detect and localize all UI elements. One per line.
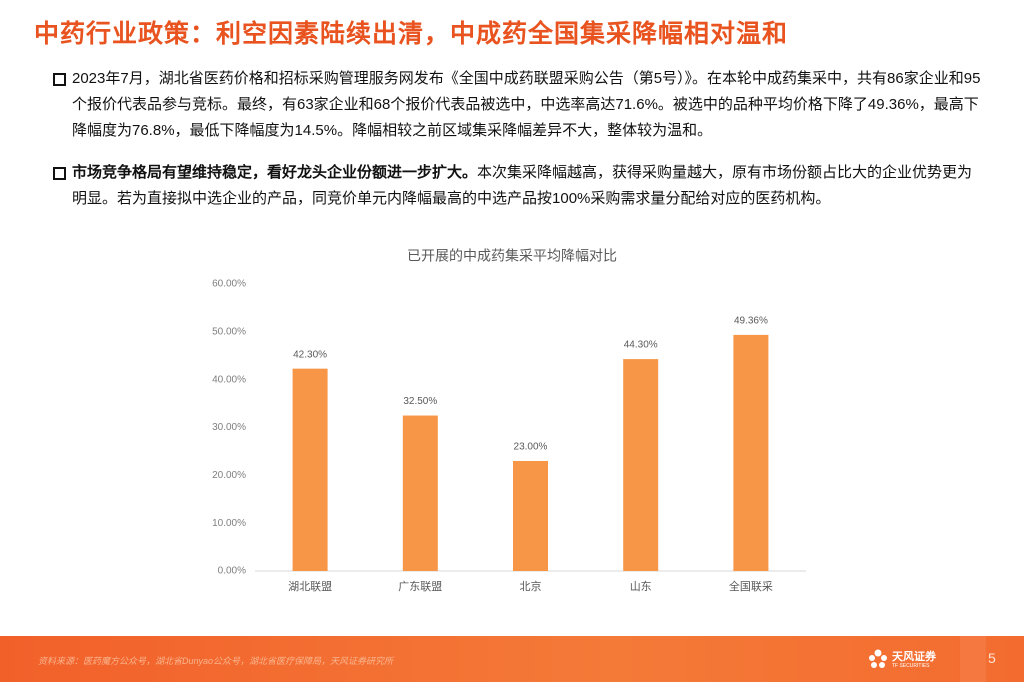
bullet-list: 2023年7月，湖北省医药价格和招标采购管理服务网发布《全国中成药联盟采购公告（… [52, 66, 982, 228]
bar [623, 359, 659, 571]
source-note: 资料来源：医药魔方公众号，湖北省Dunyao公众号，湖北省医疗保障局，天风证券研… [38, 656, 394, 666]
data-label: 23.00% [514, 442, 548, 453]
x-tick-label: 湖北联盟 [288, 580, 332, 593]
x-tick-label: 北京 [520, 579, 542, 593]
bar [402, 415, 438, 571]
slide-title: 中药行业政策：利空因素陆续出清，中成药全国集采降幅相对温和 [34, 20, 789, 48]
y-tick-label: 60.00% [212, 279, 246, 290]
bar [292, 368, 328, 571]
footer: 资料来源：医药魔方公众号，湖北省Dunyao公众号，湖北省医疗保障局，天风证券研… [0, 636, 1024, 682]
bullet-text: 本次集采降幅越高，获得采购量越大，原有市场份额占比大的企业优势更为明显。若为直接… [72, 164, 973, 207]
y-tick-label: 20.00% [212, 470, 246, 481]
bullet-marker [53, 167, 66, 180]
x-tick-label: 广东联盟 [398, 580, 442, 593]
data-label: 32.50% [403, 396, 437, 407]
separator [960, 636, 986, 682]
chart-title: 已开展的中成药集采平均降幅对比 [407, 248, 617, 264]
y-tick-label: 10.00% [212, 518, 246, 529]
logo-mark [869, 649, 887, 668]
bar [513, 460, 548, 571]
x-tick-label: 山东 [630, 580, 652, 593]
data-label: 42.30% [293, 349, 327, 360]
x-tick-label: 全国联采 [729, 579, 773, 593]
logo: 天风证券 TF SECURITIES [868, 646, 936, 674]
y-tick-label: 30.00% [212, 422, 246, 433]
page-number: 5 [988, 650, 996, 666]
bullet: 市场竞争格局有望维持稳定，看好龙头企业份额进一步扩大。本次集采降幅越高，获得采购… [52, 160, 982, 212]
data-label: 49.36% [734, 316, 768, 327]
bullet-lead: 市场竞争格局有望维持稳定，看好龙头企业份额进一步扩大。 [72, 164, 478, 181]
bullet-marker [53, 73, 66, 86]
y-tick-label: 0.00% [218, 566, 246, 577]
logo-subtext: TF SECURITIES [892, 663, 930, 669]
y-tick-label: 40.00% [212, 374, 246, 385]
bullet: 2023年7月，湖北省医药价格和招标采购管理服务网发布《全国中成药联盟采购公告（… [52, 66, 982, 144]
logo-text: 天风证券 [892, 651, 936, 663]
bar [733, 334, 769, 571]
data-label: 44.30% [624, 340, 658, 351]
bullet-text: 2023年7月，湖北省医药价格和招标采购管理服务网发布《全国中成药联盟采购公告（… [72, 70, 981, 139]
y-tick-label: 50.00% [212, 326, 246, 337]
